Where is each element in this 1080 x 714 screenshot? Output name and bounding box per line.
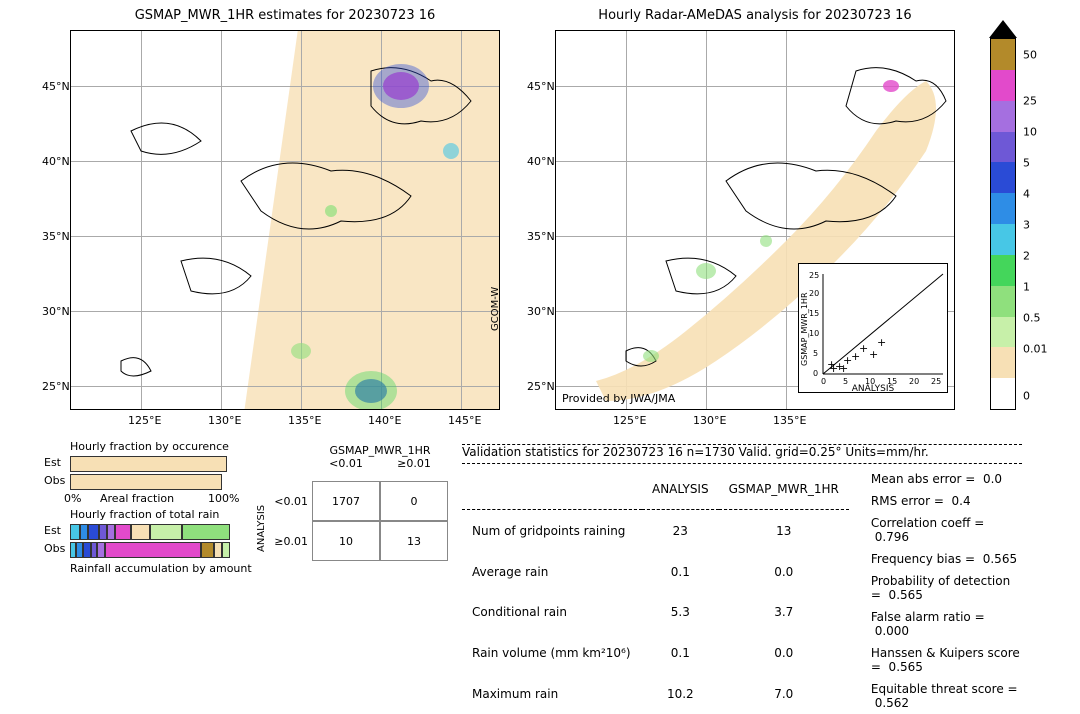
rain-obs-bar: Obs bbox=[70, 542, 230, 558]
svg-text:10: 10 bbox=[809, 329, 819, 338]
occurence-title: Hourly fraction by occurence bbox=[70, 440, 229, 453]
svg-text:25: 25 bbox=[809, 271, 819, 280]
satellite-label: GCOM-WAMSR2 bbox=[490, 287, 500, 331]
rain-title: Hourly fraction of total rain bbox=[70, 508, 219, 521]
left-coastline bbox=[71, 31, 500, 410]
svg-text:5: 5 bbox=[813, 349, 818, 358]
svg-text:+: + bbox=[827, 358, 836, 371]
accum-title: Rainfall accumulation by amount bbox=[70, 562, 252, 575]
colorbar: 00.010.512345102550 bbox=[990, 38, 1016, 410]
scatter-ylabel: GSMAP_MWR_1HR bbox=[800, 292, 809, 366]
occ-est-bar: Est bbox=[70, 456, 230, 472]
colorbar-arrow bbox=[989, 20, 1017, 38]
validation-stats: Validation statistics for 20230723 16 n=… bbox=[462, 444, 1032, 714]
validation-metrics-table: Mean abs error = 0.0RMS error = 0.4Corre… bbox=[861, 468, 1032, 714]
svg-text:+: + bbox=[877, 336, 886, 349]
svg-text:15: 15 bbox=[809, 309, 819, 318]
rain-est-bar: Est bbox=[70, 524, 230, 540]
scatter-xlabel: ANALYSIS bbox=[799, 384, 947, 394]
svg-text:+: + bbox=[869, 348, 878, 361]
svg-text:+: + bbox=[859, 342, 868, 355]
scatter-inset: 0510 152025 0510 152025 +++ +++ +++ ANAL… bbox=[798, 263, 948, 393]
validation-rows-table: ANALYSIS GSMAP_MWR_1HR Num of gridpoints… bbox=[462, 468, 849, 714]
left-map-panel: GCOM-WAMSR2 bbox=[70, 30, 500, 410]
right-map-title: Hourly Radar-AMeDAS analysis for 2023072… bbox=[555, 8, 955, 23]
occ-obs-bar: Obs bbox=[70, 474, 230, 490]
right-map-panel: Provided by JWA/JMA 0510 152025 0510 152… bbox=[555, 30, 955, 410]
contingency-table: GSMAP_MWR_1HR <0.01 ≥0.01 <0.01 1707 0 ≥… bbox=[262, 444, 448, 561]
svg-text:20: 20 bbox=[809, 289, 819, 298]
svg-text:0: 0 bbox=[813, 369, 818, 378]
left-map-title: GSMAP_MWR_1HR estimates for 20230723 16 bbox=[70, 8, 500, 23]
svg-text:+: + bbox=[839, 362, 848, 375]
provider-label: Provided by JWA/JMA bbox=[562, 392, 675, 405]
